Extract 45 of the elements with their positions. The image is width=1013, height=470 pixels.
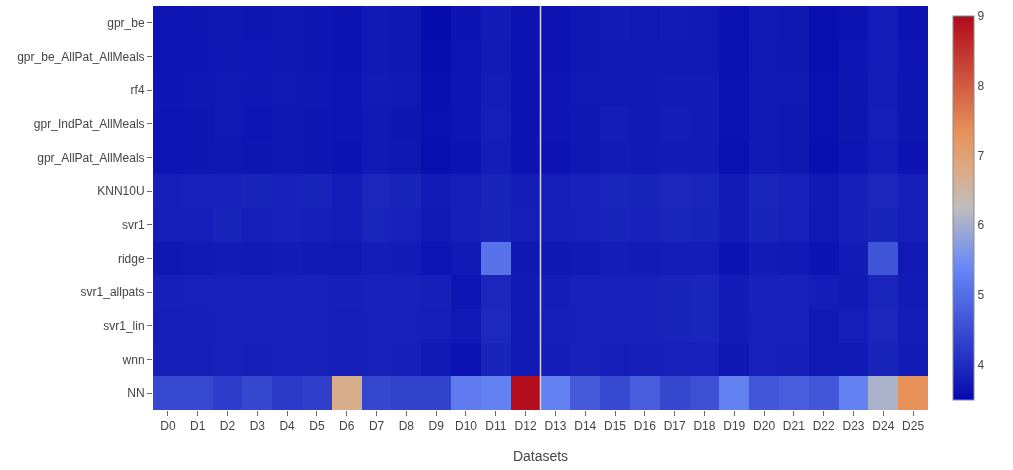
x-tick-label: D9 [428, 419, 445, 434]
x-tick-label: D14 [574, 419, 597, 434]
y-tick-label: KNN10U [97, 184, 145, 199]
x-tick-label: D1 [190, 419, 206, 434]
x-tick-label: D6 [339, 419, 355, 434]
x-tick-label: D25 [902, 419, 925, 434]
color-bar-label: 9 [977, 9, 985, 24]
x-tick-label: D23 [842, 419, 865, 434]
x-tick-label: D0 [160, 419, 176, 434]
x-tick-label: D10 [454, 419, 478, 434]
x-tick-label: D24 [872, 419, 895, 434]
y-tick-label: gpr_be [107, 16, 145, 31]
y-tick-label: NN [127, 386, 145, 401]
x-tick-label: D15 [604, 419, 627, 434]
x-tick-label: D7 [368, 419, 385, 434]
x-tick-label: D20 [753, 419, 776, 434]
y-tick-label: svr1 [121, 218, 145, 233]
x-axis-title: Datasets [512, 447, 569, 464]
x-tick-label: D18 [693, 419, 716, 434]
x-tick-label: D11 [485, 419, 507, 434]
y-tick-label: svr1_allpats [80, 285, 145, 300]
x-tick-label: D22 [812, 419, 835, 434]
color-bar-label: 4 [977, 357, 985, 372]
y-tick-label: svr1_lin [103, 319, 145, 334]
x-tick-label: D13 [544, 419, 567, 434]
x-tick-label: D4 [279, 419, 296, 434]
x-tick-label: D12 [514, 419, 537, 434]
y-tick-label: rf4 [130, 83, 145, 98]
x-tick-label: D8 [398, 419, 415, 434]
color-bar-label: 8 [977, 78, 985, 93]
x-tick-label: D16 [633, 419, 657, 434]
x-tick-label: D2 [219, 419, 236, 434]
x-tick-label: D19 [723, 419, 746, 434]
y-tick-label: gpr_be_AllPat_AllMeals [17, 49, 145, 64]
color-bar-label: 5 [977, 287, 985, 302]
y-tick-label: gpr_IndPat_AllMeals [33, 117, 145, 132]
y-tick-label: gpr_AllPat_AllMeals [37, 150, 145, 165]
y-tick-label: ridge [117, 251, 145, 266]
y-tick-label: wnn [121, 352, 145, 367]
x-tick-label: D21 [782, 419, 806, 434]
x-tick-label: D3 [249, 419, 266, 434]
color-bar-label: 7 [977, 148, 985, 163]
color-bar-label: 6 [977, 218, 985, 233]
x-tick-label: D17 [663, 419, 686, 434]
x-tick-label: D5 [309, 419, 325, 434]
